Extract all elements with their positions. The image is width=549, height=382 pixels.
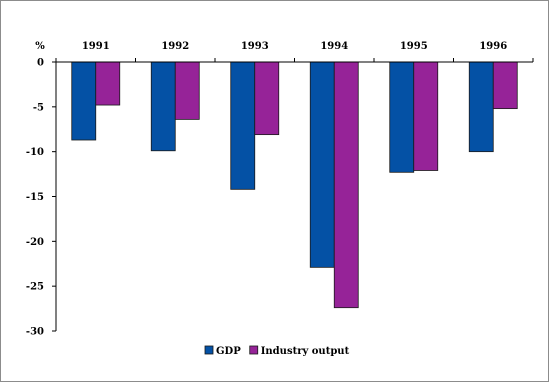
bar-industry-output-1991 [95, 61, 121, 106]
category-labels: 1991 1992 1993 1994 1995 1996 [82, 41, 507, 52]
bar-industry-output-1996 [492, 61, 518, 110]
legend-swatch-industry-output [249, 345, 259, 355]
category-label-1995: 1995 [400, 41, 428, 52]
y-tick-label: -15 [26, 192, 44, 203]
legend-label-industry-output: Industry output [261, 346, 350, 357]
y-tick-label: -20 [26, 237, 44, 248]
legend-label-gdp: GDP [216, 346, 241, 357]
bars-layer [71, 61, 518, 309]
legend-swatch-gdp [204, 345, 214, 355]
bar-gdp-1991 [71, 61, 97, 141]
bar-industry-output-1993 [254, 61, 280, 136]
y-tick-label: -30 [26, 327, 44, 338]
bar-gdp-1993 [230, 61, 256, 190]
bar-gdp-1996 [468, 61, 494, 153]
bar-gdp-1994 [309, 61, 335, 268]
y-tick-label: 0 [37, 58, 44, 69]
category-label-1993: 1993 [241, 41, 269, 52]
axis-layer [52, 58, 534, 332]
bar-gdp-1992 [150, 61, 176, 152]
y-axis-unit-label: % [35, 41, 45, 52]
bar-gdp-1995 [389, 61, 415, 173]
y-tick-label: -25 [26, 282, 44, 293]
y-tick-label: -5 [33, 102, 44, 113]
category-label-1996: 1996 [479, 41, 507, 52]
bar-industry-output-1992 [174, 61, 200, 120]
category-label-1992: 1992 [161, 41, 189, 52]
y-tick-labels: 0 -5 -10 -15 -20 -25 -30 [26, 58, 44, 338]
bar-industry-output-1995 [413, 61, 439, 171]
category-label-1991: 1991 [82, 41, 110, 52]
y-tick-label: -10 [26, 147, 44, 158]
legend: GDP Industry output [204, 345, 350, 357]
category-label-1994: 1994 [320, 41, 348, 52]
bar-industry-output-1994 [333, 61, 359, 309]
